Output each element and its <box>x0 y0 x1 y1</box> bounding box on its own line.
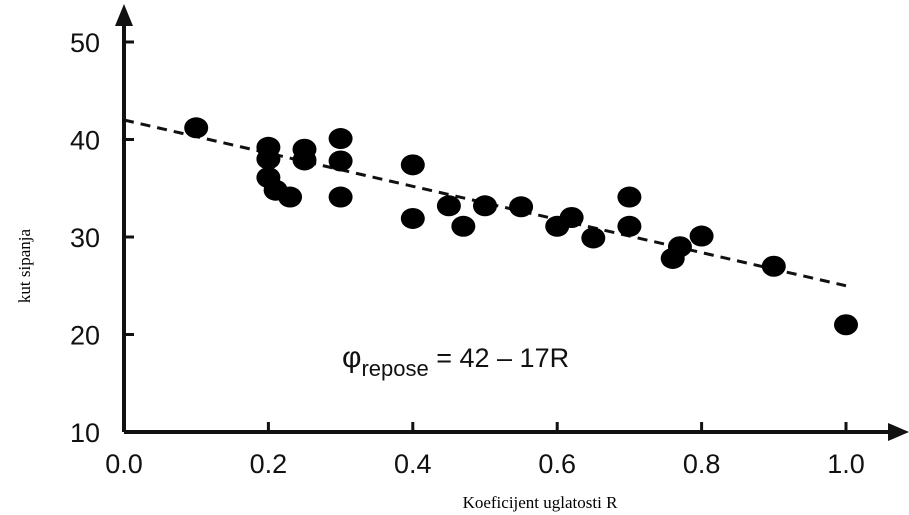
y-axis-title: kut sipanja <box>15 228 34 303</box>
regression-equation: φrepose = 42 – 17R <box>342 341 569 381</box>
y-tick-label: 20 <box>70 321 100 351</box>
x-axis-arrow <box>888 423 909 441</box>
data-points <box>184 117 858 336</box>
data-point <box>328 186 353 208</box>
data-point <box>328 150 353 172</box>
data-point <box>328 128 353 150</box>
x-tick-label: 0.8 <box>683 449 721 479</box>
data-point <box>617 186 642 208</box>
x-axis-ticks: 0.0 0.2 0.4 0.6 0.8 1.0 <box>105 422 865 479</box>
data-point <box>256 148 281 170</box>
equation-rhs: = 42 – 17R <box>429 343 569 373</box>
y-tick-label: 30 <box>70 223 100 253</box>
x-tick-label: 0.0 <box>105 449 143 479</box>
data-point <box>617 215 642 237</box>
data-point <box>400 154 425 176</box>
x-tick-label: 0.6 <box>538 449 576 479</box>
x-tick-label: 0.2 <box>250 449 288 479</box>
trend-line <box>123 118 847 288</box>
x-tick-label: 0.4 <box>394 449 432 479</box>
data-point <box>400 207 425 229</box>
data-point <box>473 195 497 217</box>
data-point <box>509 196 534 218</box>
data-point <box>559 207 584 228</box>
data-point <box>834 314 858 336</box>
data-point <box>184 117 209 139</box>
data-point <box>581 227 606 249</box>
data-point <box>278 186 303 208</box>
x-axis-title: Koeficijent uglatosti R <box>463 493 619 512</box>
data-point <box>292 149 317 171</box>
data-point <box>761 255 786 277</box>
equation-symbol: φ <box>342 341 361 374</box>
equation-subscript: repose <box>361 356 428 381</box>
x-tick-label: 1.0 <box>827 449 865 479</box>
data-point <box>451 215 476 237</box>
y-axis-arrow <box>115 4 133 26</box>
y-tick-label: 40 <box>70 126 100 156</box>
y-axis-ticks: 10 20 30 40 50 <box>70 28 134 448</box>
data-point <box>667 236 692 258</box>
data-point <box>689 225 714 247</box>
y-tick-label: 10 <box>70 418 100 448</box>
axes <box>115 4 909 441</box>
y-tick-label: 50 <box>70 28 100 58</box>
data-point <box>436 195 461 217</box>
